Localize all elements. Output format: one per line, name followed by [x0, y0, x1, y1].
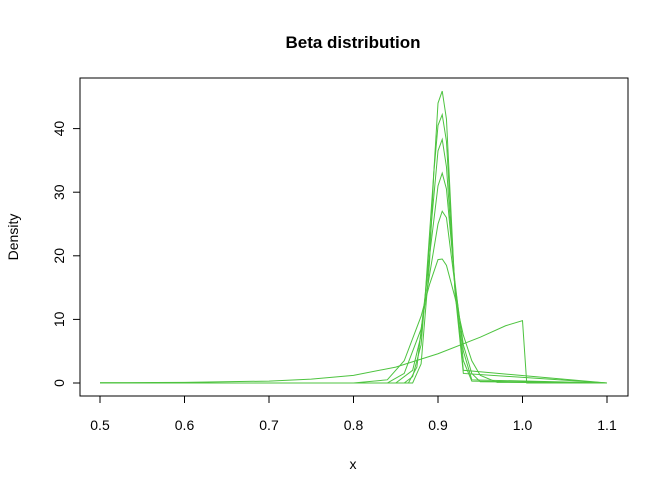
x-axis: 0.5 0.6 0.7 0.8 0.9 1.0 1.1	[90, 395, 617, 433]
x-tick-label: 0.5	[90, 417, 110, 433]
y-tick-label: 20	[51, 248, 67, 264]
x-tick-label: 0.7	[259, 417, 279, 433]
x-tick-label: 0.9	[428, 417, 448, 433]
chart-title: Beta distribution	[285, 33, 420, 52]
density-curve-3	[100, 210, 608, 384]
y-tick-label: 40	[51, 121, 67, 137]
density-curve-6	[100, 112, 608, 384]
y-tick-label: 30	[51, 184, 67, 200]
y-axis-title: Density	[5, 214, 21, 261]
density-curve-4	[100, 171, 608, 384]
x-tick-label: 1.0	[513, 417, 533, 433]
density-curves	[99, 90, 608, 384]
x-tick-label: 1.1	[597, 417, 617, 433]
x-axis-title: x	[350, 456, 357, 472]
y-tick-label: 10	[51, 311, 67, 327]
density-curve-7	[100, 90, 608, 384]
density-curve-5	[100, 137, 608, 384]
density-curve-2	[100, 258, 608, 384]
x-tick-label: 0.6	[175, 417, 195, 433]
density-curve-1	[99, 320, 607, 384]
x-tick-label: 0.8	[344, 417, 364, 433]
plot-frame	[79, 77, 629, 397]
y-axis: 0 10 20 30 40	[51, 121, 81, 387]
y-tick-label: 0	[51, 379, 67, 387]
